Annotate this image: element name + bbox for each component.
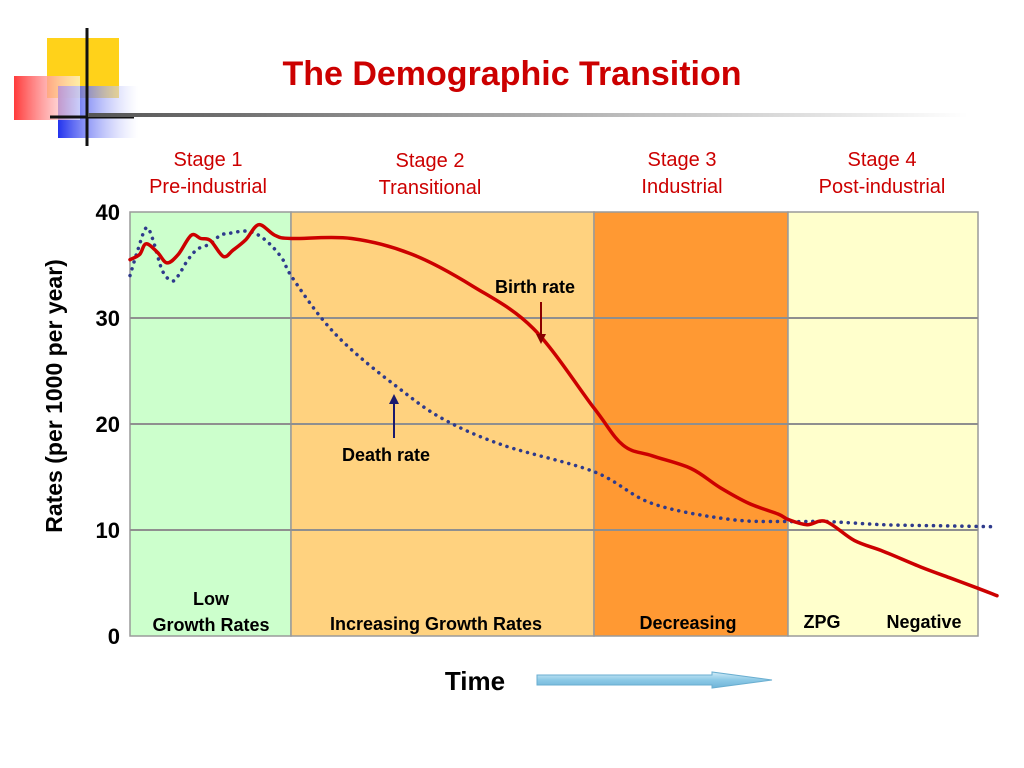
death-rate-line [128, 225, 999, 529]
red-square [14, 76, 80, 120]
growth-rate-labels: Low Growth Rates Increasing Growth Rates De… [152, 589, 961, 635]
stage-3-subtitle: Industrial [641, 176, 722, 198]
stage-3-name: Stage 3 [648, 149, 717, 171]
stage-1-name: Stage 1 [174, 149, 243, 171]
stage-3-growth: Decreasing [639, 613, 736, 633]
birth-rate-label: Birth rate [495, 277, 575, 297]
stage-1-subtitle: Pre-industrial [149, 176, 267, 198]
y-axis-label: Rates (per 1000 per year) [41, 259, 67, 533]
series-lines [128, 222, 999, 598]
stage-1-growth-line-1: Low [193, 589, 230, 609]
stage-4-growth-left: ZPG [803, 612, 840, 632]
y-tick-label-0: 0 [108, 624, 120, 649]
slide-title: The Demographic Transition [282, 55, 741, 93]
decorative-squares-logo [14, 28, 138, 146]
death-rate-annotation: Death rate [342, 394, 430, 465]
y-tick-label-20: 20 [96, 412, 120, 437]
chart: 0 10 20 30 40 Stage 1 Pre-industrial Stage 2 Tr… [41, 149, 999, 696]
stage-2-name: Stage 2 [396, 150, 465, 172]
stage-1-growth-line-2: Growth Rates [152, 615, 269, 635]
birth-rate-pointer-arrowhead [536, 334, 546, 344]
time-arrow-icon [536, 671, 773, 689]
y-tick-label-10: 10 [96, 518, 120, 543]
stage-4-name: Stage 4 [848, 149, 917, 171]
death-rate-pointer-arrowhead [389, 394, 399, 404]
stage-2-growth: Increasing Growth Rates [330, 614, 542, 634]
title-rule [88, 113, 968, 117]
x-axis-label: Time [445, 666, 505, 696]
y-axis-ticks: 0 10 20 30 40 [96, 200, 120, 649]
y-tick-label-30: 30 [96, 306, 120, 331]
stage-4-growth-right: Negative [886, 612, 961, 632]
stage-4-subtitle: Post-industrial [819, 176, 946, 198]
death-rate-label: Death rate [342, 445, 430, 465]
y-tick-label-40: 40 [96, 200, 120, 225]
birth-rate-line [128, 222, 999, 598]
stage-2-subtitle: Transitional [379, 177, 482, 199]
birth-rate-annotation: Birth rate [495, 277, 575, 344]
stage-headers: Stage 1 Pre-industrial Stage 2 Transitional… [149, 149, 945, 199]
